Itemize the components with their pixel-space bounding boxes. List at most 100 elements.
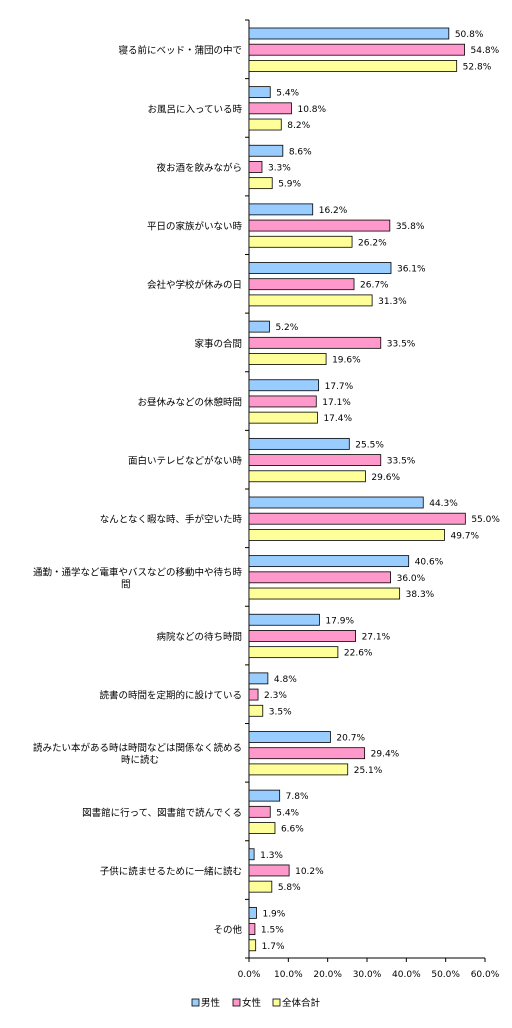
category-label: 病院などの待ち時間 bbox=[156, 631, 242, 643]
data-label: 7.8% bbox=[286, 792, 309, 802]
data-label: 27.1% bbox=[362, 632, 391, 642]
bar bbox=[248, 294, 373, 307]
bar bbox=[248, 177, 273, 190]
data-label: 31.3% bbox=[378, 297, 407, 307]
legend-swatch bbox=[232, 998, 241, 1007]
category-label: その他 bbox=[213, 924, 242, 936]
bar bbox=[248, 672, 269, 685]
bar bbox=[248, 731, 331, 743]
bar bbox=[248, 704, 264, 717]
bar bbox=[248, 235, 353, 248]
bar bbox=[248, 86, 271, 99]
bar bbox=[248, 118, 282, 131]
data-label: 8.2% bbox=[287, 121, 310, 131]
data-label: 36.0% bbox=[397, 574, 426, 584]
bar bbox=[248, 144, 284, 157]
x-tick-label: 20.0% bbox=[313, 970, 342, 980]
data-label: 5.2% bbox=[275, 323, 298, 333]
data-label: 25.1% bbox=[354, 766, 383, 776]
category-label: 通勤・通学など電車やバスなどの移動中や待ち時 bbox=[33, 566, 243, 578]
data-label: 52.8% bbox=[463, 62, 492, 72]
data-label: 10.8% bbox=[297, 105, 326, 115]
data-label: 54.8% bbox=[471, 46, 500, 56]
data-label: 44.3% bbox=[429, 499, 458, 509]
x-tick-label: 50.0% bbox=[431, 970, 460, 980]
category-label: 間 bbox=[121, 579, 131, 590]
legend-label: 男性 bbox=[201, 997, 221, 1009]
data-label: 16.2% bbox=[319, 206, 348, 216]
data-label: 17.7% bbox=[325, 382, 354, 392]
bar bbox=[248, 613, 320, 626]
data-label: 22.6% bbox=[344, 649, 373, 659]
data-label: 17.1% bbox=[322, 398, 351, 408]
bar bbox=[248, 555, 410, 568]
category-label: 夜お酒を飲みながら bbox=[156, 162, 242, 174]
bar bbox=[248, 763, 349, 776]
data-label: 20.7% bbox=[336, 734, 365, 744]
category-label: 読みたい本がある時は時間などは関係なく読める bbox=[33, 742, 242, 754]
category-label: お風呂に入っている時 bbox=[147, 104, 242, 115]
bar bbox=[248, 880, 273, 893]
x-tick-label: 60.0% bbox=[471, 970, 500, 980]
category-label: 会社や学校が休みの日 bbox=[147, 279, 242, 291]
data-label: 3.5% bbox=[269, 707, 292, 717]
bar bbox=[248, 470, 366, 483]
bar bbox=[248, 437, 350, 450]
data-label: 29.6% bbox=[371, 473, 400, 483]
category-label: なんとなく暇な時、手が空いた時 bbox=[100, 514, 243, 526]
legend-label: 全体合計 bbox=[282, 997, 321, 1009]
bar bbox=[248, 789, 281, 802]
data-label: 26.2% bbox=[358, 238, 387, 248]
bar bbox=[248, 848, 255, 861]
bar bbox=[248, 411, 318, 424]
data-label: 6.6% bbox=[281, 825, 304, 835]
x-tick-label: 10.0% bbox=[274, 970, 303, 980]
category-label: 平日の家族がいない時 bbox=[147, 221, 243, 233]
bar bbox=[248, 203, 314, 216]
bar bbox=[248, 587, 401, 600]
category-label: 時に読む bbox=[121, 754, 159, 766]
legend-label: 女性 bbox=[242, 997, 262, 1009]
legend-swatch bbox=[272, 998, 281, 1007]
category-label: 子供に読ませるために一緒に読む bbox=[100, 865, 242, 877]
data-label: 5.4% bbox=[276, 89, 299, 99]
bar bbox=[248, 262, 392, 274]
bar bbox=[248, 353, 327, 365]
bar bbox=[248, 379, 320, 392]
bar bbox=[248, 529, 445, 541]
category-label: 図書館に行って、図書館で読んでくる bbox=[82, 807, 242, 819]
data-label: 1.3% bbox=[260, 851, 283, 861]
bar bbox=[248, 320, 270, 333]
bar bbox=[248, 906, 257, 919]
bar bbox=[248, 512, 466, 525]
data-label: 5.9% bbox=[278, 180, 301, 190]
x-tick-label: 0.0% bbox=[238, 970, 261, 980]
bar bbox=[248, 43, 465, 56]
data-label: 25.5% bbox=[355, 440, 384, 450]
data-label: 33.5% bbox=[387, 457, 416, 467]
bar bbox=[248, 102, 292, 115]
data-label: 10.2% bbox=[295, 867, 324, 877]
data-label: 26.7% bbox=[360, 281, 389, 291]
data-label: 38.3% bbox=[406, 590, 435, 600]
data-label: 8.6% bbox=[289, 147, 312, 157]
data-label: 1.9% bbox=[262, 909, 285, 919]
x-tick-label: 40.0% bbox=[392, 970, 421, 980]
bar bbox=[248, 454, 382, 466]
bar bbox=[248, 219, 391, 232]
data-label: 1.7% bbox=[262, 942, 285, 952]
category-label: 面白いテレビなどがない時 bbox=[128, 455, 243, 467]
category-label: 家事の合間 bbox=[194, 338, 242, 350]
data-label: 36.1% bbox=[397, 265, 426, 275]
bar bbox=[248, 630, 356, 642]
data-label: 17.9% bbox=[325, 616, 354, 626]
data-label: 35.8% bbox=[396, 222, 425, 232]
data-label: 49.7% bbox=[450, 531, 479, 541]
bar bbox=[248, 496, 424, 509]
data-label: 33.5% bbox=[387, 339, 416, 349]
category-label: お昼休みなどの休憩時間 bbox=[137, 396, 242, 408]
bar bbox=[248, 822, 276, 834]
bar bbox=[248, 60, 458, 72]
bar bbox=[248, 688, 259, 701]
